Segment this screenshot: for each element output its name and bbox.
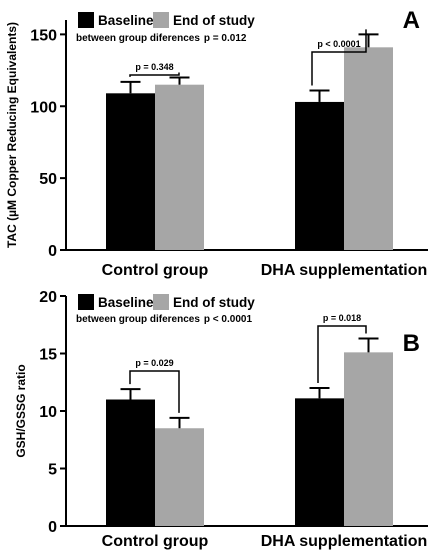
comparison-p-value: p = 0.348 bbox=[135, 62, 173, 72]
legend-swatch bbox=[78, 294, 94, 310]
bar-end-of-study bbox=[344, 352, 393, 526]
x-tick-label: Control group bbox=[102, 533, 209, 550]
comparison-p-value: p < 0.0001 bbox=[317, 39, 360, 49]
legend-swatch bbox=[78, 12, 94, 28]
note-p-value: p < 0.0001 bbox=[204, 314, 253, 325]
y-tick-label: 50 bbox=[39, 171, 57, 188]
group-difference-note: between group diferences p < 0.0001 bbox=[76, 314, 252, 325]
comparison-bracket bbox=[317, 325, 367, 383]
x-tick-label: DHA supplementation bbox=[261, 262, 428, 279]
bar-end-of-study bbox=[155, 84, 204, 250]
y-tick-label: 100 bbox=[30, 99, 57, 116]
panel-letter: B bbox=[403, 330, 420, 357]
bar-baseline bbox=[295, 101, 344, 250]
y-tick-label: 5 bbox=[48, 462, 57, 479]
bar-baseline bbox=[106, 399, 155, 526]
comparison-bracket bbox=[129, 370, 180, 413]
y-tick-label: 15 bbox=[39, 347, 57, 364]
y-tick-label: 10 bbox=[39, 404, 57, 421]
bar-baseline bbox=[295, 398, 344, 526]
bar-baseline bbox=[106, 93, 155, 250]
legend-label: End of study bbox=[173, 13, 255, 28]
panel-letter: A bbox=[403, 7, 420, 34]
legend-swatch bbox=[153, 294, 169, 310]
y-tick-label: 0 bbox=[48, 243, 57, 260]
note-text: between group diferences bbox=[76, 33, 200, 44]
group-difference-note: between group diferences p = 0.012 bbox=[76, 33, 247, 44]
legend: Baseline End of study bbox=[78, 294, 255, 310]
note-p-value: p = 0.012 bbox=[204, 33, 247, 44]
legend-swatch bbox=[153, 12, 169, 28]
y-tick-label: 0 bbox=[48, 519, 57, 536]
y-axis-label: TAC (µM Copper Reducing Equivalents) bbox=[5, 22, 19, 248]
y-tick-label: 150 bbox=[30, 27, 57, 44]
legend-label: End of study bbox=[173, 295, 255, 310]
comparison-p-value: p = 0.029 bbox=[135, 358, 173, 368]
chart-panel-b: 0 5 10 15 20 GSH/GSSG ratio Control group DHA s… bbox=[14, 289, 428, 550]
note-text: between group diferences bbox=[76, 314, 200, 325]
y-axis-label: GSH/GSSG ratio bbox=[14, 364, 28, 457]
comparison-p-value: p = 0.018 bbox=[323, 313, 361, 323]
x-tick-label: Control group bbox=[102, 262, 209, 279]
legend-label: Baseline bbox=[98, 295, 154, 310]
bar-end-of-study bbox=[155, 428, 204, 526]
y-tick-label: 20 bbox=[39, 289, 57, 306]
bar-end-of-study bbox=[344, 47, 393, 250]
legend-label: Baseline bbox=[98, 13, 154, 28]
comparison-bracket bbox=[311, 29, 367, 86]
x-tick-label: DHA supplementation bbox=[261, 533, 428, 550]
chart-panel-a: 0 50 100 150 TAC (µM Copper Reducing Equival… bbox=[5, 7, 428, 279]
comparison-bracket bbox=[129, 72, 180, 77]
legend: Baseline End of study bbox=[78, 12, 255, 28]
